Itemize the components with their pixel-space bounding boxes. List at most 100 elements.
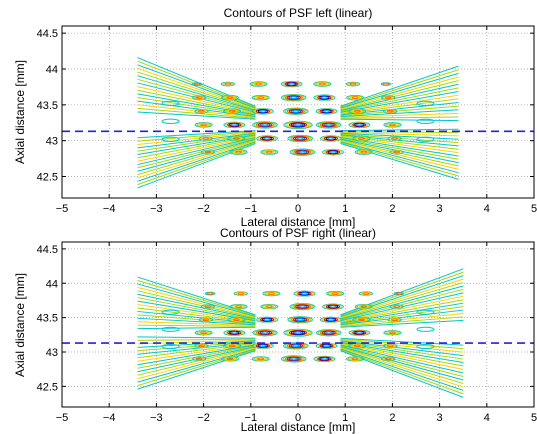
contour-band-line xyxy=(340,137,459,160)
contour-band-line xyxy=(137,307,256,323)
x-tick-label: 3 xyxy=(437,203,443,215)
contour-ellipse xyxy=(255,82,262,86)
contour-band-line xyxy=(340,105,459,117)
contour-ellipse xyxy=(268,292,275,295)
x-tick-label: 5 xyxy=(531,412,537,424)
contour-ellipse xyxy=(198,109,205,113)
contour-band-line xyxy=(137,131,256,145)
x-tick-label: −1 xyxy=(245,412,258,424)
contour-band-line xyxy=(137,139,256,176)
contour-ellipse xyxy=(195,96,203,100)
contour-ellipse xyxy=(292,109,300,113)
contour-ellipse xyxy=(206,292,214,295)
contour-ellipse xyxy=(288,82,295,86)
x-tick-label: 1 xyxy=(342,203,348,215)
contour-band-line xyxy=(137,280,256,317)
contour-band-line xyxy=(340,316,464,327)
contour-band-line xyxy=(340,69,459,108)
contour-ellipse xyxy=(318,82,326,86)
contour-ellipse xyxy=(257,357,264,361)
contour-ellipse xyxy=(349,82,357,86)
contour-ellipse xyxy=(161,100,180,107)
contour-band-line xyxy=(137,321,256,327)
contour-band-line xyxy=(137,324,256,327)
contour-band-line xyxy=(137,140,256,179)
contour-band-line xyxy=(137,293,256,320)
contour-ellipse xyxy=(230,123,238,127)
contour-ellipse xyxy=(356,331,363,335)
contour-ellipse xyxy=(351,357,359,361)
contour-band-line xyxy=(137,336,256,339)
x-axis-label: Lateral distance [mm] xyxy=(241,215,356,229)
contour-ellipse xyxy=(226,357,234,361)
contour-band-line xyxy=(340,278,464,318)
contour-ellipse xyxy=(353,109,361,113)
contour-band-line xyxy=(340,112,459,118)
contour-ellipse xyxy=(391,318,398,322)
ticks: −5 −4 −3 −2 −1 0 1 2 3 4 5 42.5 43 43.5 44 44.5 xyxy=(37,26,537,215)
contour-ellipse xyxy=(224,82,232,86)
contour-ellipse xyxy=(351,96,359,100)
contour-band-line xyxy=(340,116,459,119)
psf-right-chart: Contours of PSF right (linear) −5 −4 −3 −2−… xyxy=(13,226,537,434)
contour-ellipse xyxy=(235,305,242,308)
contour-band-line xyxy=(340,142,459,177)
x-tick-label: −2 xyxy=(197,412,210,424)
contour-ellipse xyxy=(259,344,267,348)
contour-ellipse xyxy=(386,109,394,113)
contour-ellipse xyxy=(235,150,242,154)
contour-ellipse xyxy=(323,344,330,348)
contour-ellipse xyxy=(200,123,207,127)
contour-band-line xyxy=(340,80,459,111)
contour-ellipse xyxy=(416,343,435,350)
psf-left-chart: Contours of PSF left (linear) −5 −4 −3 −2 −1… xyxy=(13,6,537,229)
x-tick-label: 3 xyxy=(437,412,443,424)
contour-ellipse xyxy=(265,305,273,308)
contour-band-line xyxy=(137,283,256,318)
contour-ellipse xyxy=(382,82,390,86)
y-tick-label: 44 xyxy=(46,64,58,76)
y-tick-label: 42.5 xyxy=(37,172,58,184)
y-tick-label: 43 xyxy=(46,347,58,359)
x-tick-label: 1 xyxy=(342,412,348,424)
x-tick-label: 2 xyxy=(389,203,395,215)
y-axis-label: Axial distance [mm] xyxy=(13,273,27,377)
contour-ellipse xyxy=(356,123,363,127)
contour-ellipse xyxy=(391,137,398,140)
contour-ellipse xyxy=(161,326,180,332)
contour-band-line xyxy=(340,313,464,327)
contour-ellipse xyxy=(325,331,333,335)
contour-ellipse xyxy=(226,96,234,100)
contour-band-line xyxy=(137,138,256,172)
contour-ellipse xyxy=(193,82,201,86)
contour-band-line xyxy=(137,75,256,112)
contour-band-line xyxy=(340,340,464,357)
contour-ellipse xyxy=(386,344,394,348)
contour-ellipse xyxy=(294,123,302,127)
contour-band-line xyxy=(137,346,256,376)
contour-ellipse xyxy=(395,292,403,295)
contour-band-line xyxy=(340,337,464,346)
contour-ellipse xyxy=(321,96,328,100)
contour-ellipse xyxy=(353,344,361,348)
contour-band-line xyxy=(340,131,459,137)
grid xyxy=(62,242,534,407)
contour-band-line xyxy=(340,339,464,353)
contour-ellipse xyxy=(416,309,435,315)
contour-band-line xyxy=(340,319,464,328)
contour-band-line xyxy=(340,275,464,317)
contour-band-line xyxy=(340,132,459,140)
contour-ellipse xyxy=(261,331,269,335)
contour-ellipse xyxy=(257,96,264,100)
x-tick-label: 4 xyxy=(484,412,490,424)
y-tick-label: 43 xyxy=(46,136,58,148)
contour-band-line xyxy=(340,341,464,364)
contour-ellipse xyxy=(331,292,339,295)
contour-ellipse xyxy=(204,150,212,154)
contour-ellipse xyxy=(389,123,396,127)
contour-ellipse xyxy=(233,137,240,140)
contour-band-line xyxy=(137,297,256,321)
contour-ellipse xyxy=(389,331,396,335)
contour-band-line xyxy=(137,290,256,319)
